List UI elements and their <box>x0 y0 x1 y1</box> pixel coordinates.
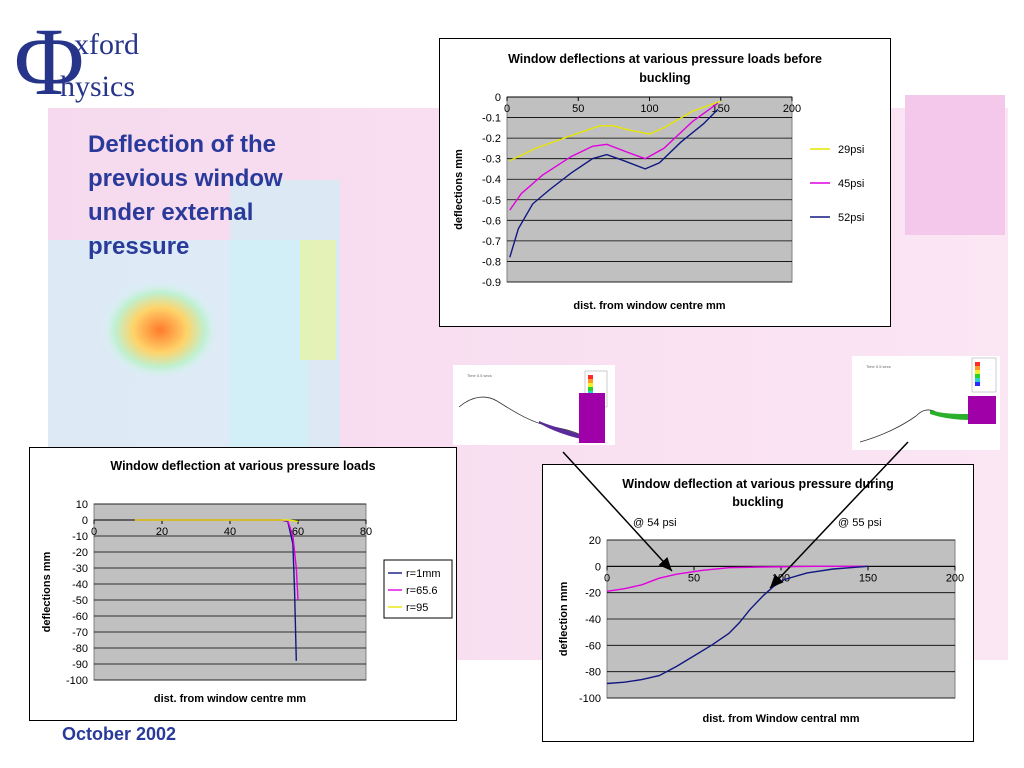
legend-label: r=65.6 <box>406 585 438 597</box>
legend-label: 45psi <box>838 178 864 190</box>
chart-title: buckling <box>639 71 690 85</box>
chart-pressure-loads: Window deflection at various pressure lo… <box>29 447 457 721</box>
annotation-54psi: @ 54 psi <box>633 517 677 529</box>
x-tick-label: 50 <box>688 572 700 584</box>
plot-area <box>506 96 793 283</box>
y-tick-label: -90 <box>72 659 88 671</box>
x-tick-label: 0 <box>604 572 610 584</box>
svg-text:Time 0.5 secs: Time 0.5 secs <box>467 373 492 378</box>
chart-title: Window deflection at various pressure lo… <box>110 459 375 473</box>
annotation-55psi: @ 55 psi <box>838 517 882 529</box>
chart-before-buckling: Window deflections at various pressure l… <box>439 38 891 327</box>
y-tick-label: -60 <box>72 611 88 623</box>
y-tick-label: -0.4 <box>482 174 501 186</box>
y-tick-label: -80 <box>72 643 88 655</box>
y-tick-label: 10 <box>76 499 88 511</box>
y-tick-label: -80 <box>585 667 601 679</box>
x-tick-label: 200 <box>946 572 964 584</box>
chart-svg: Window deflection at various pressure lo… <box>41 459 453 705</box>
x-axis-label: dist. from window centre mm <box>154 693 306 705</box>
y-tick-label: -60 <box>585 640 601 652</box>
y-tick-label: 0 <box>495 92 501 104</box>
y-tick-label: -0.3 <box>482 154 501 166</box>
legend-box <box>383 559 453 619</box>
x-tick-label: 50 <box>572 103 584 115</box>
y-tick-label: -30 <box>72 563 88 575</box>
slide-title: Deflection of the previous window under … <box>88 131 283 260</box>
y-axis-label: deflections mm <box>41 551 53 632</box>
y-tick-label: -50 <box>72 595 88 607</box>
y-tick-label: -100 <box>579 693 601 705</box>
chart-svg: Window deflection at various pressure du… <box>558 477 964 725</box>
y-tick-label: -40 <box>72 579 88 591</box>
simulation-thumbnail-54psi: Time 0.5 secs <box>453 365 615 445</box>
oxford-physics-logo: Φ xford hysics <box>14 10 139 110</box>
chart-title: Window deflections at various pressure l… <box>508 52 822 66</box>
chart-title: Window deflection at various pressure du… <box>622 477 893 491</box>
x-tick-label: 80 <box>360 526 372 538</box>
y-tick-label: -40 <box>585 614 601 626</box>
x-axis-label: dist. from Window central mm <box>703 713 860 725</box>
y-tick-label: -20 <box>72 547 88 559</box>
series-line-45psi <box>509 102 719 211</box>
y-tick-label: -0.8 <box>482 256 501 268</box>
x-tick-label: 40 <box>224 526 236 538</box>
x-axis-label: dist. from window centre mm <box>573 300 725 312</box>
series-line-29psi <box>509 100 722 162</box>
legend-label: r=95 <box>406 602 428 614</box>
x-tick-label: 20 <box>156 526 168 538</box>
chart-svg: Window deflections at various pressure l… <box>453 52 864 312</box>
y-tick-label: -0.9 <box>482 277 501 289</box>
logo-line1: xford <box>74 28 139 61</box>
y-tick-label: -20 <box>585 588 601 600</box>
plot-area <box>93 503 367 681</box>
y-tick-label: -100 <box>66 675 88 687</box>
y-tick-label: 0 <box>595 561 601 573</box>
y-tick-label: -0.2 <box>482 133 501 145</box>
series-line-r95 <box>134 519 299 523</box>
legend-label: r=1mm <box>406 568 441 580</box>
svg-text:Time 0.5 secs: Time 0.5 secs <box>866 364 891 369</box>
x-tick-label: 150 <box>859 572 877 584</box>
legend-label: 52psi <box>838 212 864 224</box>
y-axis-label: deflections mm <box>453 149 465 230</box>
y-tick-label: -0.7 <box>482 236 501 248</box>
series-line-52psi <box>509 108 719 258</box>
footer-date: October 2002 <box>62 724 177 744</box>
y-axis-label: deflection mm <box>558 582 570 657</box>
chart-during-buckling: Window deflection at various pressure du… <box>542 464 974 742</box>
simulation-thumbnail-55psi: Time 0.5 secs <box>852 356 1000 450</box>
y-tick-label: -0.6 <box>482 215 501 227</box>
x-tick-label: 0 <box>504 103 510 115</box>
y-tick-label: 20 <box>589 535 601 547</box>
x-tick-label: 200 <box>783 103 801 115</box>
x-tick-label: 60 <box>292 526 304 538</box>
svg-text:Φ: Φ <box>14 10 84 110</box>
y-tick-label: -0.5 <box>482 195 501 207</box>
legend-label: 29psi <box>838 144 864 156</box>
y-tick-label: -0.1 <box>482 113 501 125</box>
logo-line2: hysics <box>60 70 135 103</box>
y-tick-label: -10 <box>72 531 88 543</box>
x-tick-label: 0 <box>91 526 97 538</box>
y-tick-label: 0 <box>82 515 88 527</box>
chart-title: buckling <box>732 495 783 509</box>
x-tick-label: 100 <box>640 103 658 115</box>
y-tick-label: -70 <box>72 627 88 639</box>
